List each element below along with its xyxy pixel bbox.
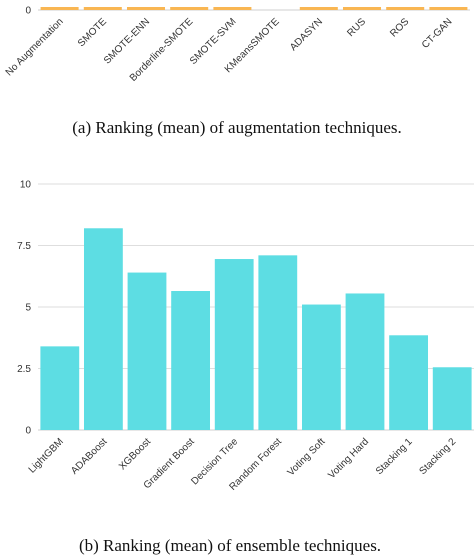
bar xyxy=(83,228,123,430)
bar xyxy=(345,293,385,430)
bar xyxy=(299,7,338,10)
x-tick-label: CT-GAN xyxy=(420,16,454,50)
bar xyxy=(342,7,382,10)
bar xyxy=(389,335,429,430)
x-tick-label: SMOTE xyxy=(76,16,109,49)
y-tick-label: 2.5 xyxy=(17,364,31,375)
x-tick-label: Voting Hard xyxy=(326,436,371,481)
x-tick-label: RUS xyxy=(345,16,368,39)
bar xyxy=(386,7,425,10)
bar xyxy=(213,7,252,10)
bar xyxy=(170,7,209,10)
x-tick-label: Stacking 2 xyxy=(418,436,459,477)
bar xyxy=(40,346,80,430)
x-tick-label: ADABoost xyxy=(69,436,110,477)
x-tick-label: ROS xyxy=(388,16,411,39)
y-tick-label: 7.5 xyxy=(17,241,31,252)
bar xyxy=(432,367,472,430)
y-tick-label: 0 xyxy=(25,426,31,437)
x-tick-label: XGBoost xyxy=(117,436,153,472)
caption-augmentation: (a) Ranking (mean) of augmentation techn… xyxy=(72,118,402,137)
x-tick-label: Voting Soft xyxy=(286,436,328,478)
bar xyxy=(429,7,468,10)
x-tick-label: LightGBM xyxy=(27,436,66,475)
y-tick-label: 10 xyxy=(20,180,32,191)
bar xyxy=(83,7,122,10)
x-tick-label: No Augmentation xyxy=(4,16,66,78)
bar xyxy=(127,272,167,430)
y-tick-label: 5 xyxy=(25,303,31,314)
bar xyxy=(301,304,341,430)
x-tick-label: Stacking 1 xyxy=(374,436,415,477)
y-tick-label: 0 xyxy=(25,6,31,17)
bar xyxy=(40,7,79,10)
bar xyxy=(214,259,254,430)
x-tick-label: ADASYN xyxy=(288,16,325,53)
bar xyxy=(126,7,166,10)
augmentation-chart: 0No Augmentation SMOTESMOTE-ENNBorderline… xyxy=(4,6,470,84)
bar xyxy=(258,255,298,430)
caption-ensemble: (b) Ranking (mean) of ensemble technique… xyxy=(79,536,381,555)
bar xyxy=(171,291,211,430)
